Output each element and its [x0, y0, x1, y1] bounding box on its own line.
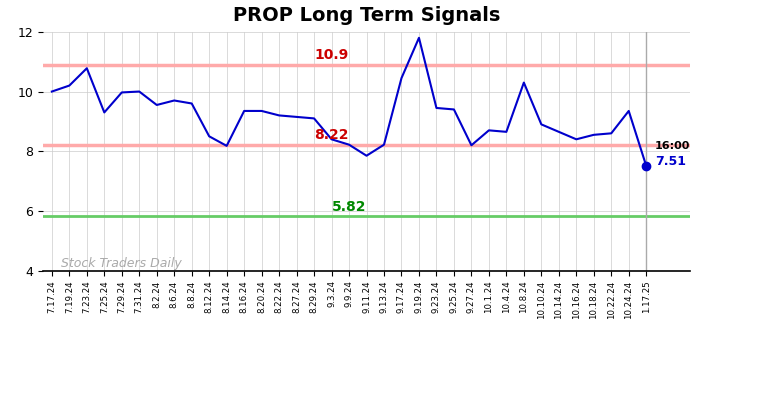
Text: 16:00: 16:00 — [655, 141, 691, 152]
Text: 7.51: 7.51 — [655, 155, 686, 168]
Text: 8.22: 8.22 — [314, 128, 349, 142]
Title: PROP Long Term Signals: PROP Long Term Signals — [233, 6, 500, 25]
Text: 5.82: 5.82 — [332, 200, 366, 214]
Text: 10.9: 10.9 — [314, 48, 349, 62]
Text: Stock Traders Daily: Stock Traders Daily — [60, 257, 181, 270]
